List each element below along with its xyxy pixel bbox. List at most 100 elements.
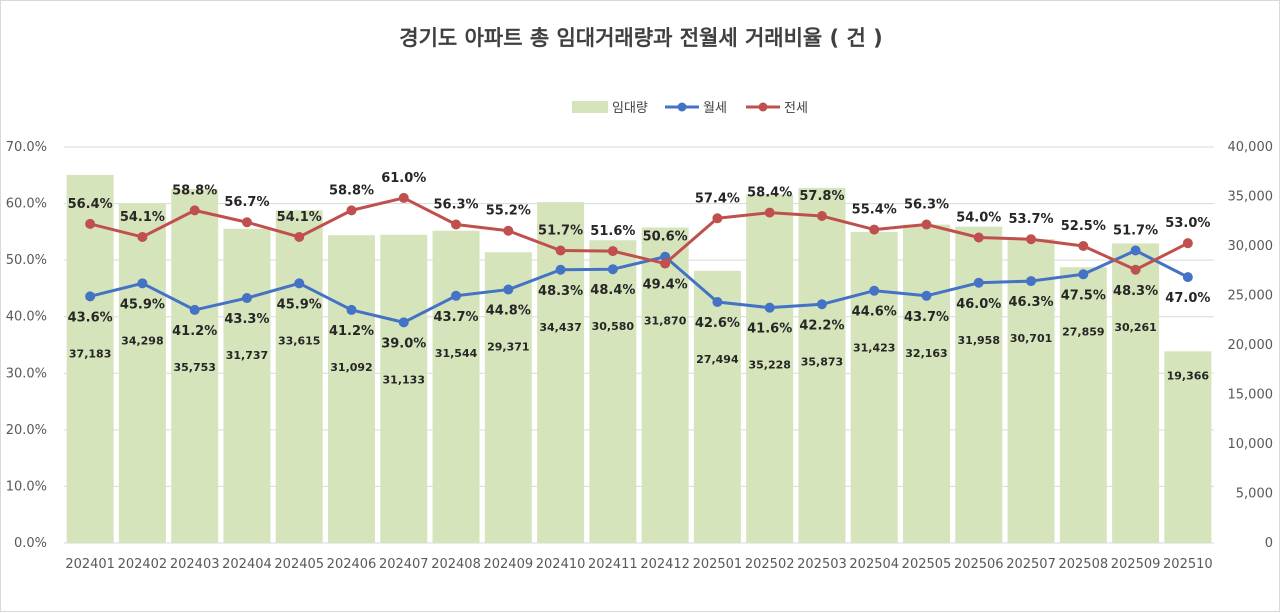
bar [955,226,1003,544]
x-axis-tick: 202501 [693,557,743,572]
wolse-data-label: 41.6% [747,322,792,337]
left-axis-tick: 70.0% [6,140,47,155]
wolse-data-label: 43.7% [904,310,949,325]
data-point [1130,245,1141,256]
data-point [398,317,409,328]
bar-data-label: 19,366 [1167,369,1210,382]
x-axis-tick: 202412 [640,557,690,572]
x-axis-tick: 202503 [797,557,847,572]
data-point [921,290,932,301]
x-axis-tick: 202409 [483,557,533,572]
jeonse-data-label: 61.0% [381,171,426,186]
data-point [973,232,984,243]
data-point [241,217,252,228]
data-point [712,213,723,224]
bar [641,227,689,543]
data-point [816,299,827,310]
data-point [503,225,514,236]
bar [223,228,271,543]
bar [275,210,323,544]
data-point [241,293,252,304]
bar [380,234,428,543]
data-point [1078,241,1089,251]
legend-swatch-bar [572,101,608,113]
bar-data-label: 31,870 [644,315,687,328]
axes: 0.0% 10.0% 20.0% 30.0% 40.0% 50.0% 60.0% 70.0% 0… [6,140,1273,572]
x-axis-tick: 202407 [379,557,429,572]
wolse-data-label: 43.6% [68,310,113,325]
legend-label-jeonse: 전세 [784,101,808,116]
wolse-data-label: 42.6% [695,316,740,331]
bar-data-label: 30,580 [592,320,635,333]
data-point [973,277,984,288]
left-axis-tick: 40.0% [6,310,47,325]
bar-data-label: 33,615 [278,334,320,347]
wolse-data-label: 45.9% [120,297,165,312]
data-point [764,302,775,313]
data-point [555,264,566,275]
x-axis-tick: 202502 [745,557,795,572]
x-axis-tick: 202411 [588,557,638,572]
data-point [189,304,200,315]
left-axis-tick: 0.0% [14,536,47,551]
bar [589,240,637,543]
data-point [1078,269,1089,280]
data-point [1182,272,1193,283]
bar [432,230,480,543]
jeonse-data-label: 53.7% [1008,212,1053,227]
jeonse-data-label: 56.7% [224,195,269,210]
left-axis-tick: 50.0% [6,253,47,268]
jeonse-data-label: 49.4% [643,278,688,293]
left-axis-tick: 60.0% [6,197,47,212]
data-point [921,219,932,230]
wolse-data-label: 39.0% [381,336,426,351]
x-axis-tick: 202507 [1006,557,1056,572]
data-point [137,278,148,289]
jeonse-data-label: 57.4% [695,191,740,206]
bar [66,174,114,543]
jeonse-data-label: 58.8% [329,183,374,198]
bar-data-label: 37,183 [69,347,111,360]
right-axis-tick: 35,000 [1228,190,1274,205]
right-axis-tick: 5,000 [1236,487,1273,502]
bar-data-label: 32,163 [905,347,947,360]
bar-data-label: 30,701 [1010,332,1052,345]
x-axis-tick: 202401 [65,557,115,572]
jeonse-data-label: 48.3% [1113,284,1158,299]
bar-data-label: 27,494 [696,353,739,366]
data-point [451,219,462,230]
data-point [607,246,618,257]
data-point [869,224,880,235]
jeonse-data-label: 53.0% [1165,216,1210,231]
bar-data-label: 35,873 [801,355,843,368]
jeonse-data-label: 52.5% [1061,219,1106,234]
data-point [346,304,357,315]
wolse-data-label: 47.5% [1061,288,1106,303]
data-labels: 56.4% 43.6% 37,183 54.1% 45.9% 34,298 58.8% 41.… [68,171,1211,386]
left-axis-tick: 30.0% [6,366,47,381]
bar [903,224,950,543]
bar [537,202,585,543]
legend-label-wolse: 월세 [703,101,727,116]
wolse-data-label: 46.3% [1008,295,1053,310]
data-point [503,284,514,295]
wolse-data-label: 48.4% [590,283,635,298]
data-point [189,205,200,216]
bar-data-label: 29,371 [487,341,529,354]
bar-data-label: 30,261 [1114,321,1156,334]
x-axis-tick: 202504 [849,557,899,572]
bar [798,187,846,543]
jeonse-data-label: 55.4% [852,203,897,218]
bar [850,231,898,543]
data-point [346,205,357,216]
data-point [869,285,880,296]
left-axis-tick: 20.0% [6,423,47,438]
bar-data-label: 31,958 [958,334,1000,347]
wolse-data-label: 41.2% [172,324,217,339]
bar-data-label: 35,228 [748,359,790,372]
x-axis-tick: 202405 [274,557,324,572]
x-axis-tick: 202510 [1163,557,1213,572]
bar-data-label: 34,298 [121,334,163,347]
